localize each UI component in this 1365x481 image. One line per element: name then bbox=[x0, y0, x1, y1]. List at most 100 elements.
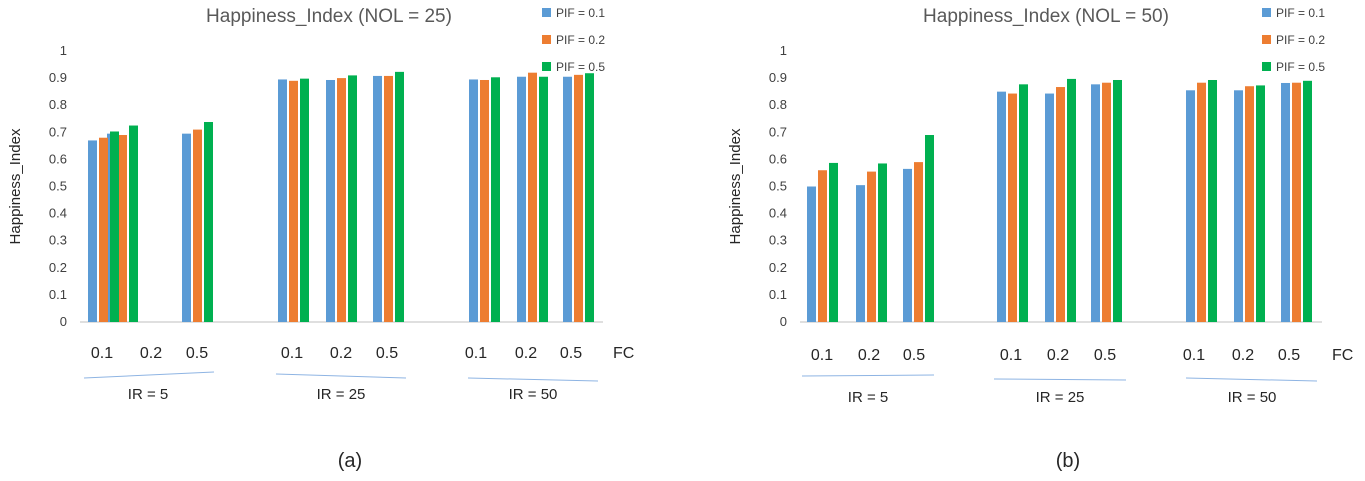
bar-pif-0-5-8 bbox=[1256, 85, 1265, 323]
bar-pif-0-2-7 bbox=[480, 79, 489, 322]
bar-pif-0-2-5 bbox=[337, 78, 346, 322]
bar-pif-0-1-7 bbox=[469, 79, 478, 322]
group-underline bbox=[83, 371, 215, 379]
bar-pif-0-1-5 bbox=[1045, 93, 1054, 322]
bar-pif-0-5-9 bbox=[1303, 80, 1312, 322]
bar-pif-0-5-2 bbox=[129, 125, 138, 323]
y-tick-label: 0.2 bbox=[49, 260, 67, 275]
group-label: IR = 50 bbox=[1228, 389, 1277, 406]
bar-pif-0-2-9 bbox=[1292, 82, 1301, 322]
x-tick-label: 0.5 bbox=[186, 345, 208, 362]
panel-caption: (a) bbox=[338, 450, 362, 472]
y-tick-label: 0.6 bbox=[49, 151, 67, 166]
panel-caption: (b) bbox=[1056, 450, 1080, 472]
group-label: IR = 5 bbox=[848, 389, 888, 406]
x-tick-label: 0.5 bbox=[560, 345, 582, 362]
bar-pif-0-5-3 bbox=[925, 135, 934, 322]
bar-pif-0-5-6 bbox=[395, 71, 404, 322]
y-tick-label: 0 bbox=[780, 314, 787, 329]
x-tick-label: 0.1 bbox=[281, 345, 303, 362]
x-axis-label: FC bbox=[1332, 347, 1353, 364]
bar-pif-0-1-2 bbox=[856, 185, 865, 322]
x-tick-label: 0.5 bbox=[1094, 347, 1116, 364]
bar-pif-0-1-3 bbox=[903, 168, 912, 322]
y-tick-label: 1 bbox=[60, 43, 67, 58]
bar-pif-0-5-1 bbox=[110, 131, 119, 322]
bar-pif-0-5-3 bbox=[204, 122, 213, 322]
legend-swatch bbox=[1262, 35, 1271, 44]
bar-pif-0-5-1 bbox=[829, 162, 838, 322]
bar-pif-0-5-5 bbox=[348, 75, 357, 322]
legend-swatch bbox=[542, 62, 551, 71]
x-tick-label: 0.1 bbox=[465, 345, 487, 362]
group-underline bbox=[993, 378, 1127, 381]
bar-pif-0-2-2 bbox=[118, 135, 127, 322]
group-label: IR = 25 bbox=[1036, 389, 1085, 406]
bar-pif-0-5-6 bbox=[1113, 79, 1122, 322]
x-tick-label: 0.5 bbox=[1278, 347, 1300, 364]
x-tick-label: 0.2 bbox=[330, 345, 352, 362]
x-tick-label: 0.1 bbox=[91, 345, 113, 362]
legend-label: PIF = 0.5 bbox=[556, 60, 605, 74]
bar-pif-0-1-4 bbox=[278, 79, 287, 322]
legend-label: PIF = 0.5 bbox=[1276, 60, 1325, 74]
x-tick-label: 0.2 bbox=[1232, 347, 1254, 364]
bar-pif-0-5-9 bbox=[585, 73, 594, 322]
legend-label: PIF = 0.2 bbox=[1276, 33, 1325, 47]
x-tick-label: 0.1 bbox=[1000, 347, 1022, 364]
bar-pif-0-2-7 bbox=[1197, 82, 1206, 322]
y-tick-label: 0.5 bbox=[769, 179, 787, 194]
bar-pif-0-5-4 bbox=[1019, 84, 1028, 322]
bar-pif-0-1-1 bbox=[88, 140, 97, 322]
bar-pif-0-1-8 bbox=[517, 76, 526, 323]
x-tick-label: 0.5 bbox=[376, 345, 398, 362]
bar-pif-0-2-5 bbox=[1056, 87, 1065, 322]
bar-pif-0-5-2 bbox=[878, 163, 887, 322]
legend-swatch bbox=[1262, 62, 1271, 71]
bar-pif-0-2-6 bbox=[384, 75, 393, 322]
bar-pif-0-2-2 bbox=[867, 171, 876, 322]
y-tick-label: 0.3 bbox=[769, 233, 787, 248]
bar-pif-0-1-1 bbox=[807, 186, 816, 322]
bar-pif-0-2-1 bbox=[99, 137, 108, 322]
legend-swatch bbox=[1262, 8, 1271, 17]
chart-title: Happiness_Index (NOL = 25) bbox=[206, 6, 452, 27]
bar-pif-0-2-4 bbox=[289, 80, 298, 322]
x-tick-label: 0.5 bbox=[903, 347, 925, 364]
x-tick-label: 0.1 bbox=[811, 347, 833, 364]
bar-pif-0-5-5 bbox=[1067, 78, 1076, 323]
bar-pif-0-1-6 bbox=[1091, 84, 1100, 322]
group-label: IR = 50 bbox=[509, 386, 558, 403]
bar-pif-0-5-7 bbox=[1208, 79, 1217, 322]
y-tick-label: 0.6 bbox=[769, 151, 787, 166]
group-label: IR = 5 bbox=[128, 386, 168, 403]
bar-pif-0-1-5 bbox=[326, 79, 335, 322]
y-tick-label: 0.2 bbox=[769, 260, 787, 275]
legend-swatch bbox=[542, 8, 551, 17]
bar-pif-0-2-3 bbox=[193, 129, 202, 322]
group-underline bbox=[467, 377, 599, 382]
y-tick-label: 0.8 bbox=[769, 97, 787, 112]
bar-pif-0-5-4 bbox=[300, 78, 309, 322]
legend-label: PIF = 0.1 bbox=[556, 6, 605, 20]
legend-label: PIF = 0.2 bbox=[556, 33, 605, 47]
bar-pif-0-1-9 bbox=[1281, 82, 1290, 322]
legend-swatch bbox=[542, 35, 551, 44]
chart-title: Happiness_Index (NOL = 50) bbox=[923, 6, 1169, 27]
y-tick-label: 0 bbox=[60, 314, 67, 329]
bar-pif-0-2-8 bbox=[1245, 86, 1254, 322]
y-axis-label: Happiness_Index bbox=[727, 128, 744, 244]
x-axis-label: FC bbox=[613, 345, 634, 362]
bar-pif-0-2-4 bbox=[1008, 93, 1017, 322]
group-label: IR = 25 bbox=[317, 386, 366, 403]
legend-label: PIF = 0.1 bbox=[1276, 6, 1325, 20]
bar-pif-0-1-4 bbox=[997, 91, 1006, 323]
bar-pif-0-5-7 bbox=[491, 77, 500, 322]
x-tick-label: 0.2 bbox=[1047, 347, 1069, 364]
x-tick-label: 0.2 bbox=[140, 345, 162, 362]
y-tick-label: 0.9 bbox=[769, 70, 787, 85]
y-tick-label: 1 bbox=[780, 43, 787, 58]
y-axis-label: Happiness_Index bbox=[7, 128, 24, 244]
group-underline bbox=[1185, 377, 1318, 382]
